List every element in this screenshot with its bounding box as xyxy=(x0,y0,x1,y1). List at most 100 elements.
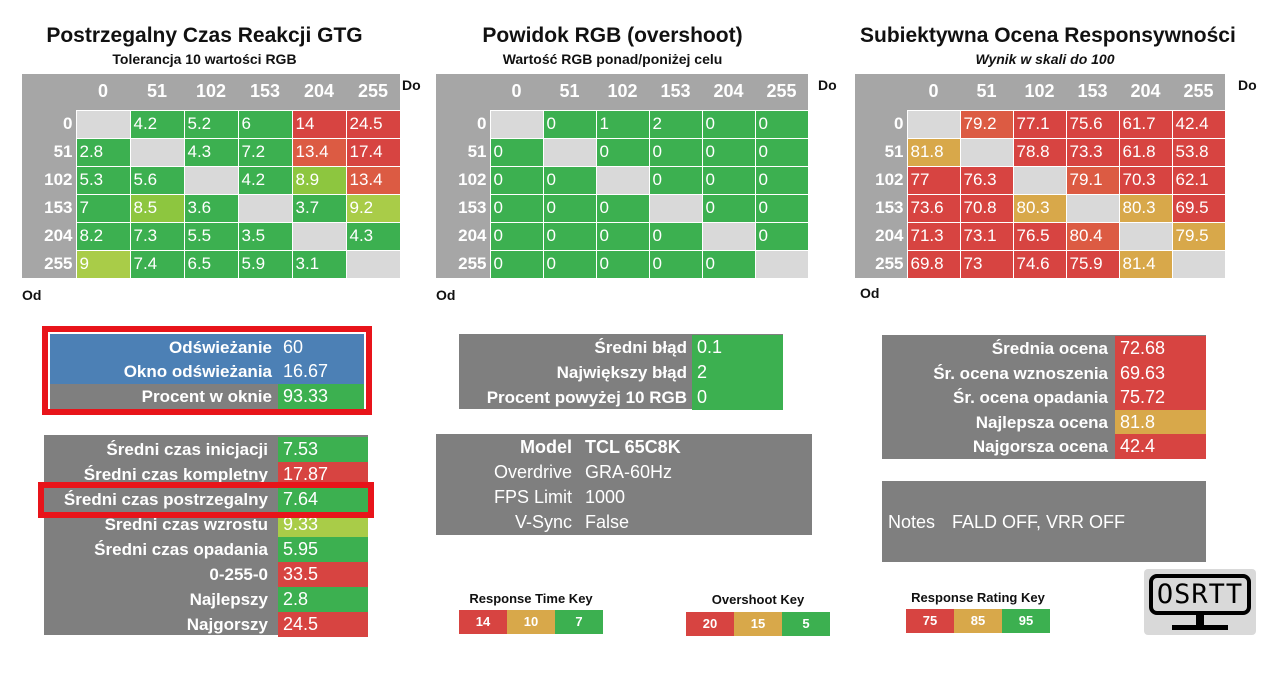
time-stat-value: 33.5 xyxy=(278,562,368,587)
heatmap-row: 51 2.8 4.3 7.2 13.4 17.4 xyxy=(22,137,401,167)
error-stat-label: Procent powyżej 10 RGB xyxy=(486,388,687,407)
heatmap-cell: 0 xyxy=(542,193,597,223)
heatmap-row: 153 73.6 70.8 80.3 80.3 69.5 xyxy=(855,193,1226,223)
heatmap-cell: 81.4 xyxy=(1118,249,1173,279)
time-stat-value: 7.53 xyxy=(278,437,368,462)
time-stat-value: 2.8 xyxy=(278,587,368,612)
info-row: FPS Limit 1000 xyxy=(436,485,812,510)
heatmap-cell: 2 xyxy=(648,109,703,139)
heatmap-cell: 4.3 xyxy=(183,137,239,167)
heatmap-cell: 9 xyxy=(75,249,131,279)
heatmap-cell: 13.4 xyxy=(345,165,401,195)
heatmap-cell: 79.2 xyxy=(959,109,1014,139)
heatmap-cell: 53.8 xyxy=(1171,137,1226,167)
refresh-rate-value: 60 xyxy=(283,337,304,357)
heatmap-cell xyxy=(1065,193,1120,223)
info-value: 1000 xyxy=(585,487,626,507)
row-header-153: 153 xyxy=(436,194,490,222)
rating-stat-value: 72.68 xyxy=(1115,336,1206,361)
test-info-panel: Model TCL 65C8K Overdrive GRA-60Hz FPS Limit… xyxy=(436,434,812,535)
chart3-ylabel: Od xyxy=(860,285,880,301)
refresh-window-value: 16.67 xyxy=(283,361,329,381)
column-header-102: 102 xyxy=(184,74,238,110)
refresh-rate-label: Odświeżanie xyxy=(169,338,272,357)
heatmap-cell: 5.6 xyxy=(129,165,185,195)
perceived-time-highlight-frame xyxy=(38,482,374,518)
heatmap-cell xyxy=(489,109,544,139)
refresh-window-row: Okno odświeżania 16.67 xyxy=(50,359,364,384)
heatmap-row: 153 7 8.5 3.6 3.7 9.2 xyxy=(22,193,401,223)
info-row: V-Sync False xyxy=(436,510,812,535)
heatmap-cell: 73 xyxy=(959,249,1014,279)
heatmap-cell: 74.6 xyxy=(1012,249,1067,279)
row-header-204: 204 xyxy=(436,222,490,250)
info-label: FPS Limit xyxy=(493,487,572,507)
chart3-subtitle: Wynik w skali do 100 xyxy=(975,51,1115,67)
heatmap-cell: 0 xyxy=(542,249,597,279)
chart2-ylabel: Od xyxy=(436,287,456,303)
heatmap-cell: 79.5 xyxy=(1171,221,1226,251)
heatmap-cell: 0 xyxy=(542,165,597,195)
chart3-xlabel: Do xyxy=(1238,77,1257,93)
time-stat-value: 24.5 xyxy=(278,612,368,637)
heatmap-cell: 6 xyxy=(237,109,293,139)
error-stat-row: Średni błąd 0.1 xyxy=(459,335,783,360)
heatmap-cell: 3.5 xyxy=(237,221,293,251)
time-stat-label: Średni czas postrzegalny xyxy=(63,490,268,509)
heatmap-cell: 5.2 xyxy=(183,109,239,139)
row-header-51: 51 xyxy=(436,138,490,166)
time-stat-row: Średni czas inicjacji 7.53 xyxy=(44,437,368,462)
heatmap-cell: 70.3 xyxy=(1118,165,1173,195)
time-stat-row: 0-255-0 33.5 xyxy=(44,562,368,587)
rating-stat-value: 42.4 xyxy=(1115,434,1206,460)
chart1-subtitle: Tolerancja 10 wartości RGB xyxy=(112,51,297,67)
in-window-label: Procent w oknie xyxy=(141,387,272,406)
row-header-0: 0 xyxy=(436,110,490,138)
heatmap-cell: 75.6 xyxy=(1065,109,1120,139)
row-header-51: 51 xyxy=(22,138,76,166)
heatmap-cell: 61.7 xyxy=(1118,109,1173,139)
row-header-102: 102 xyxy=(855,166,907,194)
rating-stat-row: Najlepsza ocena 81.8 xyxy=(882,409,1206,435)
heatmap-cell: 0 xyxy=(701,109,756,139)
notes-value: FALD OFF, VRR OFF xyxy=(952,512,1126,532)
row-header-102: 102 xyxy=(22,166,76,194)
column-header-0: 0 xyxy=(76,74,130,110)
refresh-rate-row: Odświeżanie 60 xyxy=(50,335,364,360)
heatmap-row: 102 5.3 5.6 4.2 8.9 13.4 xyxy=(22,165,401,195)
heatmap-cell xyxy=(906,109,961,139)
overshoot-key-title: Overshoot Key xyxy=(711,592,805,607)
heatmap-cell: 3.1 xyxy=(291,249,347,279)
chart1-heatmap: 0 51 102 153 204 255 0 4.2 5.2 6 14 24.5 51 2.8 4.3 7.2… xyxy=(22,74,401,279)
heatmap-cell: 0 xyxy=(648,249,703,279)
heatmap-cell: 81.8 xyxy=(906,137,961,167)
heatmap-cell: 0 xyxy=(754,137,809,167)
heatmap-cell: 73.1 xyxy=(959,221,1014,251)
row-header-255: 255 xyxy=(855,250,907,278)
rating-stat-label: Najlepsza ocena xyxy=(975,412,1108,432)
column-header-255: 255 xyxy=(346,74,400,110)
column-header-51: 51 xyxy=(543,74,596,110)
key-swatch: 10 xyxy=(507,610,555,634)
heatmap-cell: 0 xyxy=(648,221,703,251)
rating-stat-row: Śr. ocena opadania 75.72 xyxy=(882,385,1206,411)
heatmap-cell: 69.5 xyxy=(1171,193,1226,223)
heatmap-cell: 62.1 xyxy=(1171,165,1226,195)
refresh-window-label: Okno odświeżania xyxy=(123,362,272,381)
heatmap-cell: 80.3 xyxy=(1012,193,1067,223)
heatmap-cell xyxy=(754,249,809,279)
heatmap-row: 102 0 0 0 0 0 xyxy=(436,165,809,195)
refresh-panel: Odświeżanie 60 Okno odświeżania 16.67 Pr… xyxy=(50,334,364,409)
info-value: False xyxy=(585,512,630,532)
logo-text: OSRTT xyxy=(1156,579,1244,610)
heatmap-cell: 0 xyxy=(595,137,650,167)
heatmap-cell xyxy=(595,165,650,195)
heatmap-cell: 0 xyxy=(489,193,544,223)
heatmap-row: 0 79.2 77.1 75.6 61.7 42.4 xyxy=(855,109,1226,139)
key-swatch: 75 xyxy=(906,609,954,633)
heatmap-cell: 8.5 xyxy=(129,193,185,223)
heatmap-cell: 76.3 xyxy=(959,165,1014,195)
heatmap-cell: 0 xyxy=(595,193,650,223)
column-header-204: 204 xyxy=(1119,74,1172,110)
heatmap-cell xyxy=(1171,249,1226,279)
